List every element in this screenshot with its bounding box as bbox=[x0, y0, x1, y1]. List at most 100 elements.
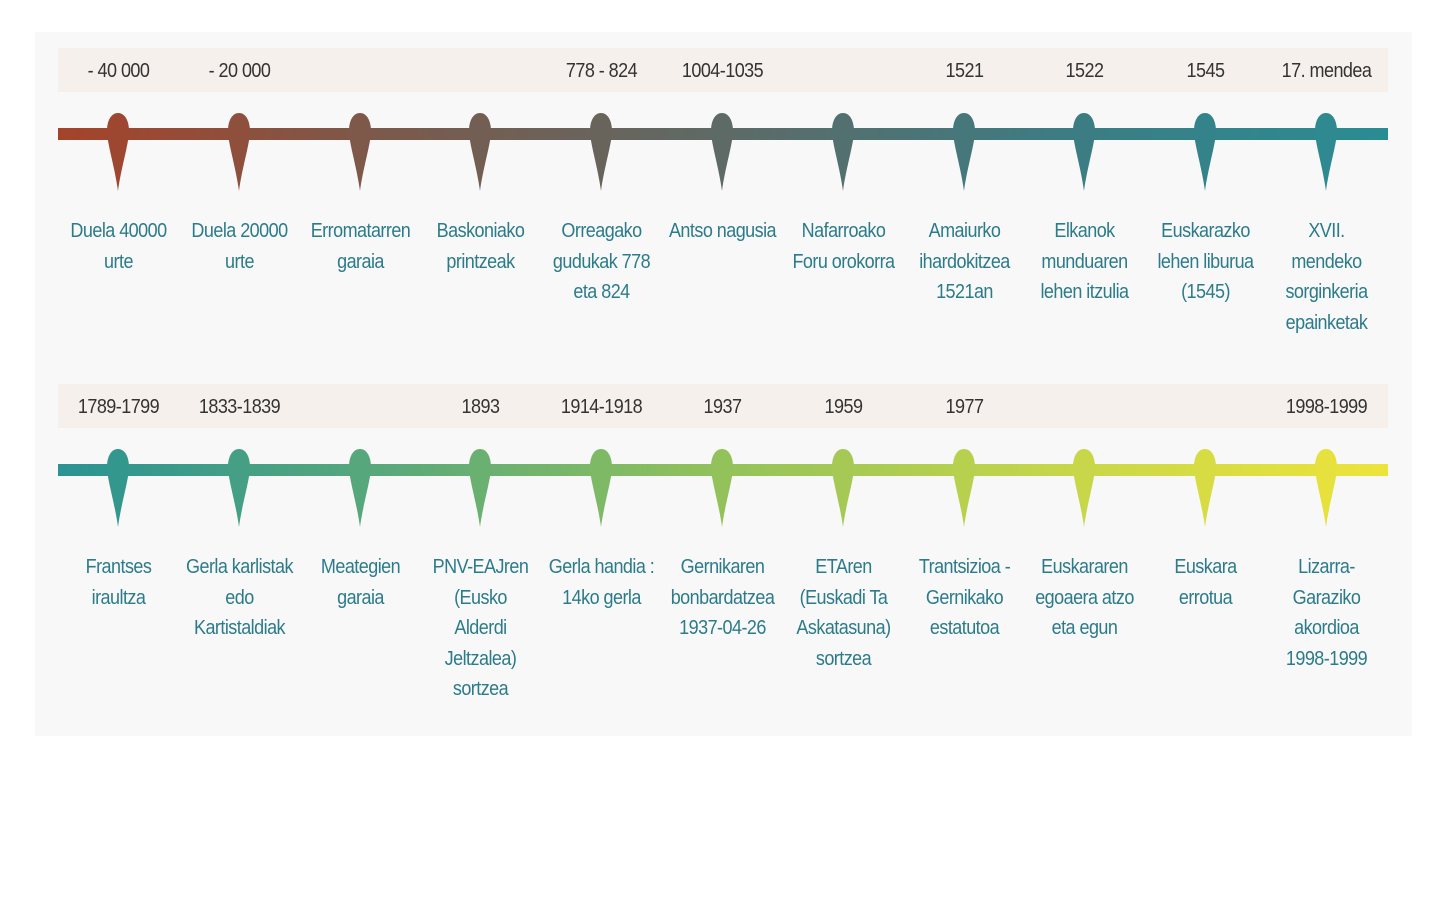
event-label: PNV-EAJren (Eusko Alderdi Jeltzalea) sortzea bbox=[420, 552, 541, 705]
map-pin-icon bbox=[469, 113, 492, 191]
event-label-line: Meategien bbox=[320, 556, 400, 578]
event-label-line: garaia bbox=[336, 586, 384, 609]
event-label: ETAren (Euskadi Ta Askatasuna) sortzea bbox=[783, 552, 904, 674]
map-pin-icon bbox=[590, 449, 613, 527]
event-label-line: Alderdi bbox=[454, 617, 508, 639]
event-label-line: Frantses bbox=[85, 556, 152, 578]
map-pin-icon bbox=[831, 449, 854, 527]
event-label-line: 1998-1999 bbox=[1285, 647, 1368, 670]
event-label: Gernikaren bonbardatzea 1937-04-26 bbox=[662, 552, 783, 644]
event-label-line: lehen itzulia bbox=[1040, 281, 1130, 303]
event-label-line: Orreagako bbox=[561, 220, 643, 242]
event-date: 1521 bbox=[945, 60, 984, 82]
event-date: 17. mendea bbox=[1281, 60, 1372, 82]
event-label-line: (Eusko bbox=[454, 586, 508, 609]
event-label: Gerla handia : 14ko gerla bbox=[541, 552, 662, 613]
event-label-line: akordioa bbox=[1294, 617, 1359, 639]
event-date bbox=[426, 48, 535, 92]
event-label-line: estatutoa bbox=[929, 617, 999, 639]
map-pin-icon bbox=[952, 113, 975, 191]
event-date: 1977 bbox=[945, 396, 984, 418]
event-label-line: sorginkeria bbox=[1285, 281, 1368, 303]
event-label-line: Gernikaren bbox=[680, 556, 765, 578]
event-label-line: printzeak bbox=[446, 250, 516, 273]
date-band bbox=[58, 48, 1388, 92]
event-label-line: Kartistaldiak bbox=[193, 617, 286, 639]
event-date: 1959 bbox=[824, 396, 863, 418]
event-label-line: Euskarazko bbox=[1161, 220, 1251, 242]
event-label: Euskarazko lehen liburua (1545) bbox=[1145, 216, 1266, 308]
event-date: 1833-1839 bbox=[198, 396, 281, 418]
event-label-line: Antso nagusia bbox=[668, 220, 777, 242]
event-label: Erromatarren garaia bbox=[300, 216, 421, 277]
map-pin-icon bbox=[107, 449, 129, 527]
event-label-line: 1937-04-26 bbox=[679, 617, 766, 639]
map-pin-icon bbox=[1073, 113, 1096, 191]
event-date: 1004-1035 bbox=[681, 60, 764, 82]
event-label: Lizarra- Garaziko akordioa 1998-1999 bbox=[1266, 552, 1387, 674]
event-label: Nafarroako Foru orokorra bbox=[783, 216, 904, 277]
event-label-line: errotua bbox=[1179, 586, 1233, 609]
event-label-line: mendeko bbox=[1291, 250, 1362, 273]
map-pin-icon bbox=[1315, 449, 1337, 527]
event-label-line: (1545) bbox=[1181, 281, 1231, 303]
map-pin-icon bbox=[469, 449, 492, 527]
event-date: - 40 000 bbox=[87, 60, 150, 82]
event-date: 1914-1918 bbox=[561, 396, 643, 418]
event-label-line: Duela 40000 bbox=[70, 220, 167, 242]
event-label: Euskara errotua bbox=[1145, 552, 1266, 613]
event-date: 1789-1799 bbox=[77, 396, 160, 418]
event-label-line: Euskararen bbox=[1041, 556, 1129, 578]
event-label: Gerla karlistak edo Kartistaldiak bbox=[179, 552, 300, 644]
event-label-line: urte bbox=[224, 250, 254, 273]
event-date bbox=[1151, 384, 1260, 428]
event-date: 1522 bbox=[1065, 60, 1104, 82]
event-label-line: Garaziko bbox=[1292, 586, 1361, 609]
event-label: Amaiurko ihardokitzea 1521an bbox=[904, 216, 1025, 308]
event-label-line: eta 824 bbox=[573, 281, 631, 303]
map-pin-icon bbox=[1194, 113, 1217, 191]
event-label: Meategien garaia bbox=[300, 552, 421, 613]
event-label-line: Gerla karlistak bbox=[185, 556, 293, 578]
event-label: Trantsizioa - Gernikako estatutoa bbox=[904, 552, 1025, 644]
map-pin-icon bbox=[227, 449, 250, 527]
event-label: Frantses iraultza bbox=[58, 552, 179, 613]
event-label-line: Euskara bbox=[1174, 556, 1238, 578]
map-pin-icon bbox=[348, 113, 371, 191]
event-date bbox=[1030, 384, 1139, 428]
event-label-line: 1521an bbox=[935, 281, 993, 303]
event-label-line: garaia bbox=[336, 250, 384, 273]
event-date: 1545 bbox=[1186, 60, 1225, 82]
event-label-line: Gerla handia : bbox=[548, 556, 655, 578]
map-pin-icon bbox=[590, 113, 613, 191]
map-pin-icon bbox=[348, 449, 371, 527]
map-pin-icon bbox=[227, 113, 250, 191]
event-label-line: PNV-EAJren bbox=[433, 556, 529, 578]
event-date: - 20 000 bbox=[208, 60, 271, 82]
event-label-line: Lizarra- bbox=[1298, 556, 1355, 578]
map-pin-icon bbox=[107, 113, 129, 191]
map-pin-icon bbox=[711, 113, 733, 191]
event-label-line: sortzea bbox=[453, 678, 509, 700]
event-date: 1937 bbox=[703, 396, 742, 418]
event-date bbox=[306, 384, 415, 428]
event-label-line: Askatasuna) bbox=[796, 617, 891, 639]
map-pin-icon bbox=[831, 113, 854, 191]
event-date: 1998-1999 bbox=[1285, 396, 1368, 418]
event-label: Duela 40000 urte bbox=[58, 216, 179, 277]
event-label-line: XVII. bbox=[1308, 220, 1345, 242]
event-label-line: bonbardatzea bbox=[670, 586, 775, 609]
event-label-line: iraultza bbox=[91, 586, 146, 609]
event-label-line: sortzea bbox=[815, 647, 872, 670]
event-label: XVII. mendeko sorginkeria epainketak bbox=[1266, 216, 1387, 338]
map-pin-icon bbox=[711, 449, 733, 527]
event-date: 1893 bbox=[461, 396, 500, 418]
event-label-line: Amaiurko bbox=[928, 220, 1000, 242]
event-label-line: eta egun bbox=[1052, 617, 1118, 639]
event-label-line: Trantsizioa - bbox=[918, 556, 1010, 578]
event-label: Elkanok munduaren lehen itzulia bbox=[1024, 216, 1145, 308]
event-date bbox=[789, 48, 898, 92]
event-label-line: gudukak 778 bbox=[553, 250, 651, 273]
event-label-line: 14ko gerla bbox=[562, 586, 642, 609]
event-date bbox=[306, 48, 415, 92]
